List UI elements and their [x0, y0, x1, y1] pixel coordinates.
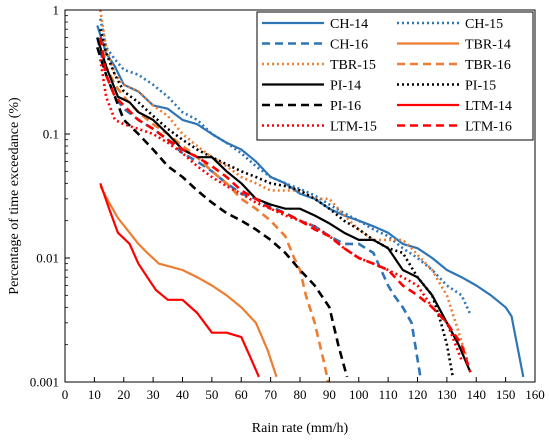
series-line-ch-15: [99, 18, 472, 316]
legend-label-ltm-14: LTM-14: [465, 99, 512, 114]
x-axis-title: Rain rate (mm/h): [252, 421, 349, 436]
y-tick-label: 1: [53, 3, 60, 18]
legend-label-ltm-16: LTM-16: [465, 120, 512, 135]
legend-label-ch-15: CH-15: [465, 17, 503, 32]
series-line-pi-15: [99, 28, 455, 378]
x-tick-label: 90: [323, 387, 336, 402]
legend-label-tbr-16: TBR-16: [465, 58, 511, 73]
legend-box: [256, 11, 534, 141]
x-tick-label: 120: [408, 387, 428, 402]
x-tick-label: 0: [62, 387, 69, 402]
x-axis: 0 10 20 30 40 50 60 70 80 90 100 110 120 130 140 150 160: [62, 377, 545, 402]
legend: CH-14 CH-15 CH-16 TBR-14 TBR-15 TBR-16 PI-14 PI…: [256, 11, 534, 141]
legend-label-tbr-14: TBR-14: [465, 38, 511, 53]
x-tick-label: 50: [205, 387, 218, 402]
legend-label-ch-14: CH-14: [330, 17, 368, 32]
series-line-tbr-14: [99, 185, 278, 378]
legend-label-pi-15: PI-15: [465, 79, 496, 94]
x-tick-label: 130: [437, 387, 457, 402]
legend-label-ltm-15: LTM-15: [330, 120, 377, 135]
x-tick-label: 140: [467, 387, 487, 402]
x-tick-label: 160: [525, 387, 545, 402]
y-axis-title: Percentage of time exceedance (%): [7, 97, 22, 295]
x-tick-label: 150: [496, 387, 516, 402]
x-tick-label: 80: [294, 387, 307, 402]
series-line-ltm-14: [99, 182, 260, 378]
x-tick-label: 70: [264, 387, 277, 402]
x-tick-label: 60: [235, 387, 248, 402]
x-tick-label: 20: [117, 387, 130, 402]
legend-label-pi-14: PI-14: [330, 79, 361, 94]
x-tick-label: 40: [176, 387, 189, 402]
series-line-ltm-16: [99, 37, 472, 373]
x-tick-label: 100: [349, 387, 369, 402]
x-tick-label: 110: [379, 387, 398, 402]
series-line-tbr-15: [99, 10, 469, 361]
legend-label-ch-16: CH-16: [330, 38, 368, 53]
y-axis: 0.001 0.01 0.1 1: [30, 3, 70, 390]
x-tick-label: 10: [88, 387, 101, 402]
legend-label-pi-16: PI-16: [330, 99, 361, 114]
series-line-pi-16: [96, 46, 349, 378]
x-tick-label: 30: [147, 387, 160, 402]
series-line-ch-14: [96, 25, 525, 378]
y-tick-label: 0.01: [36, 251, 59, 266]
legend-label-tbr-15: TBR-15: [330, 58, 376, 73]
series-line-pi-14: [96, 37, 472, 373]
y-tick-label: 0.1: [43, 127, 59, 142]
series-layer: [96, 10, 525, 382]
y-tick-label: 0.001: [30, 375, 59, 390]
